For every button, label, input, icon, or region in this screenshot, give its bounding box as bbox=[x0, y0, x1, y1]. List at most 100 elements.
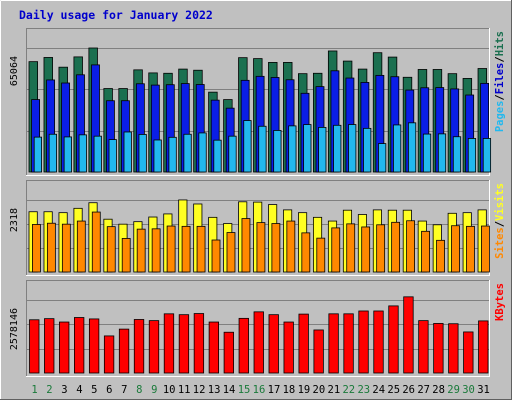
y-max-label: 65064 bbox=[9, 56, 20, 86]
legend: KBytes bbox=[494, 283, 506, 321]
x-tick-label: 10 bbox=[163, 384, 176, 396]
bar-sites bbox=[436, 239, 445, 273]
bar-kbytes bbox=[373, 310, 384, 374]
legend-entry: Visits bbox=[494, 183, 506, 221]
legend-entry: / bbox=[494, 94, 506, 100]
bar-kbytes bbox=[418, 320, 429, 374]
x-tick-label: 13 bbox=[208, 384, 221, 396]
legend: Sites/Visits bbox=[494, 183, 506, 259]
bar-sites bbox=[316, 237, 326, 273]
bar-kbytes bbox=[208, 321, 220, 374]
bar-pages bbox=[108, 139, 117, 173]
bar-kbytes bbox=[148, 320, 160, 374]
bar-kbytes bbox=[223, 331, 234, 374]
x-tick-label: 11 bbox=[178, 384, 191, 396]
bar-sites bbox=[226, 232, 236, 273]
bar-sites bbox=[32, 224, 41, 273]
bar-sites bbox=[331, 227, 341, 273]
bar-pages bbox=[198, 132, 207, 173]
bar-pages bbox=[63, 136, 72, 173]
bar-kbytes bbox=[238, 317, 249, 374]
bar-kbytes bbox=[478, 320, 489, 374]
bar-sites bbox=[481, 225, 490, 273]
bar-sites bbox=[166, 225, 176, 273]
bar-pages bbox=[363, 127, 372, 173]
x-tick-label: 9 bbox=[151, 384, 157, 396]
bar-kbytes bbox=[163, 313, 175, 374]
bar-pages bbox=[393, 124, 402, 173]
bar-sites bbox=[301, 232, 311, 273]
x-tick-label: 14 bbox=[223, 384, 236, 396]
legend-entry: Files bbox=[494, 63, 506, 95]
bar-sites bbox=[391, 221, 401, 273]
chart-title: Daily usage for January 2022 bbox=[19, 8, 213, 22]
bar-sites bbox=[241, 218, 251, 273]
bar-kbytes bbox=[343, 313, 354, 374]
series-pages bbox=[33, 120, 492, 173]
x-tick-label: 12 bbox=[193, 384, 206, 396]
bar-sites bbox=[181, 225, 191, 273]
bar-sites bbox=[151, 228, 161, 273]
bar-kbytes bbox=[433, 323, 444, 374]
bar-pages bbox=[258, 125, 267, 173]
bar-sites bbox=[196, 225, 206, 273]
bar-sites bbox=[361, 226, 371, 273]
bar-kbytes bbox=[133, 319, 145, 374]
x-tick-label: 16 bbox=[253, 384, 266, 396]
legend-entry: Hits bbox=[494, 31, 506, 56]
bar-sites bbox=[376, 224, 386, 273]
x-axis-tick-labels: 1 2 3 4 5 6 7 8 9 10 11 12 13 14 15 16 17 18 19 20 21 22 23 24 2… bbox=[31, 384, 490, 396]
bar-sites bbox=[46, 222, 56, 273]
bar-kbytes bbox=[313, 329, 324, 374]
bar-pages bbox=[183, 133, 192, 173]
bar-pages bbox=[93, 135, 102, 173]
series-kbytes bbox=[29, 296, 489, 374]
bar-sites bbox=[346, 223, 356, 273]
legend-entry: Sites bbox=[494, 227, 506, 259]
bar-kbytes bbox=[268, 314, 279, 374]
legend-entry: Pages bbox=[494, 101, 506, 133]
bar-pages bbox=[288, 125, 297, 173]
panel-kbytes: 2578146 KBytes bbox=[9, 280, 506, 377]
x-tick-label: 17 bbox=[268, 384, 281, 396]
x-tick-label: 28 bbox=[432, 384, 445, 396]
bar-kbytes bbox=[44, 318, 55, 374]
x-tick-label: 23 bbox=[357, 384, 370, 396]
bar-kbytes bbox=[59, 321, 70, 374]
bar-pages bbox=[123, 131, 132, 173]
bar-kbytes bbox=[253, 311, 264, 374]
bar-pages bbox=[168, 136, 177, 173]
bar-kbytes bbox=[358, 310, 369, 374]
bar-pages bbox=[138, 134, 147, 173]
bar-sites bbox=[466, 225, 475, 273]
x-tick-label: 18 bbox=[283, 384, 296, 396]
bar-sites bbox=[421, 230, 430, 273]
bar-kbytes bbox=[403, 296, 414, 374]
bar-kbytes bbox=[388, 305, 399, 374]
bar-sites bbox=[211, 239, 221, 273]
bar-kbytes bbox=[29, 319, 40, 374]
bar-kbytes bbox=[193, 313, 205, 374]
bar-pages bbox=[407, 122, 417, 173]
bar-pages bbox=[78, 134, 87, 173]
bar-kbytes bbox=[178, 314, 190, 374]
bar-sites bbox=[91, 211, 101, 273]
panel-visits-sites: 2318 Sites/Visits bbox=[9, 180, 506, 276]
x-tick-label: 26 bbox=[402, 384, 415, 396]
bar-kbytes bbox=[463, 331, 474, 374]
bar-kbytes bbox=[328, 313, 339, 374]
x-tick-label: 24 bbox=[372, 384, 385, 396]
bar-pages bbox=[213, 139, 222, 173]
bar-pages bbox=[318, 127, 327, 173]
bar-pages bbox=[467, 138, 477, 173]
bar-pages bbox=[33, 136, 43, 173]
y-max-label: 2318 bbox=[9, 208, 20, 232]
bar-pages bbox=[452, 136, 462, 173]
bar-pages bbox=[378, 143, 387, 173]
x-tick-label: 5 bbox=[91, 384, 97, 396]
bar-kbytes bbox=[448, 323, 459, 374]
bar-kbytes bbox=[298, 313, 309, 374]
x-tick-label: 31 bbox=[477, 384, 490, 396]
